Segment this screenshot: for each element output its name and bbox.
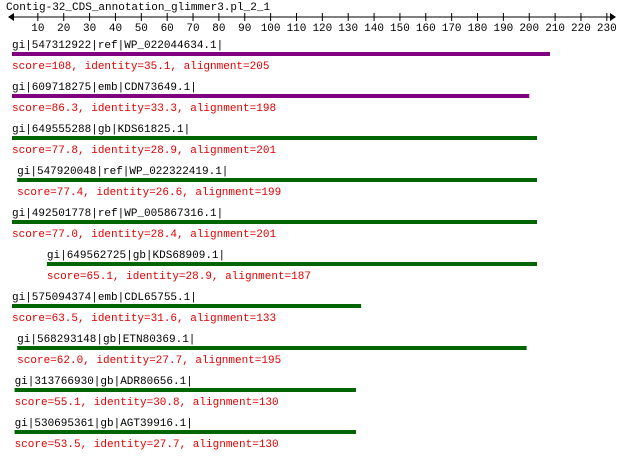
hit-bar [12,136,537,140]
hit-label: gi|609718275|emb|CDN73649.1| [12,82,197,94]
x-tick-label: 150 [390,23,410,35]
hit-bar [17,178,537,182]
x-tick-label: 70 [186,23,199,35]
x-tick-label: 160 [416,23,436,35]
x-tick-label: 120 [312,23,332,35]
x-tick-label: 230 [597,23,617,35]
chart-title: Contig-32_CDS_annotation_glimmer3.pl_2_1 [6,2,270,14]
x-tick-label: 110 [287,23,307,35]
x-tick-label: 20 [57,23,70,35]
hit-score: score=53.5, identity=27.7, alignment=130 [15,439,279,451]
x-tick-label: 60 [161,23,174,35]
x-tick-label: 130 [338,23,358,35]
x-tick-label: 190 [493,23,513,35]
hit-bar [12,220,537,224]
hit-label: gi|547312922|ref|WP_022044634.1| [12,40,223,52]
x-tick-label: 180 [468,23,488,35]
hit-label: gi|492501778|ref|WP_005867316.1| [12,208,223,220]
x-tick-label: 200 [519,23,539,35]
x-tick-label: 170 [442,23,462,35]
hit-label: gi|568293148|gb|ETN80369.1| [17,334,195,346]
x-tick-label: 210 [545,23,565,35]
hit-score: score=77.0, identity=28.4, alignment=201 [12,229,276,241]
hit-bar [14,430,356,434]
x-tick-label: 100 [261,23,281,35]
hit-score: score=77.4, identity=26.6, alignment=199 [17,187,281,199]
hit-label: gi|649562725|gb|KDS68909.1| [47,250,225,262]
hit-label: gi|649555288|gb|KDS61825.1| [12,124,190,136]
hit-label: gi|575094374|emb|CDL65755.1| [12,292,197,304]
x-tick-label: 40 [109,23,122,35]
hit-score: score=65.1, identity=28.9, alignment=187 [47,271,311,283]
hit-label: gi|313766930|gb|ADR80656.1| [15,376,193,388]
hit-bar [12,52,550,56]
hit-score: score=62.0, identity=27.7, alignment=195 [17,355,281,367]
hit-bar [17,346,527,350]
ruler-arrow-right [610,13,616,21]
hit-score: score=55.1, identity=30.8, alignment=130 [15,397,279,409]
x-tick-label: 80 [212,23,225,35]
hit-bar [12,304,362,308]
x-tick-label: 50 [135,23,148,35]
hit-bar [46,262,538,266]
hit-score: score=63.5, identity=31.6, alignment=133 [12,313,276,325]
hit-score: score=108, identity=35.1, alignment=205 [12,61,269,73]
x-tick-label: 220 [571,23,591,35]
hit-label: gi|547920048|ref|WP_022322419.1| [17,166,228,178]
hit-score: score=77.8, identity=28.9, alignment=201 [12,145,276,157]
x-tick-label: 140 [364,23,384,35]
x-tick-label: 30 [83,23,96,35]
hit-bar [12,94,530,98]
ruler-arrow-left [8,13,14,21]
hit-score: score=86.3, identity=33.3, alignment=198 [12,103,276,115]
x-tick-label: 10 [31,23,44,35]
x-tick-label: 90 [238,23,251,35]
hit-label: gi|530695361|gb|AGT39916.1| [15,418,193,430]
hit-bar [14,388,356,392]
